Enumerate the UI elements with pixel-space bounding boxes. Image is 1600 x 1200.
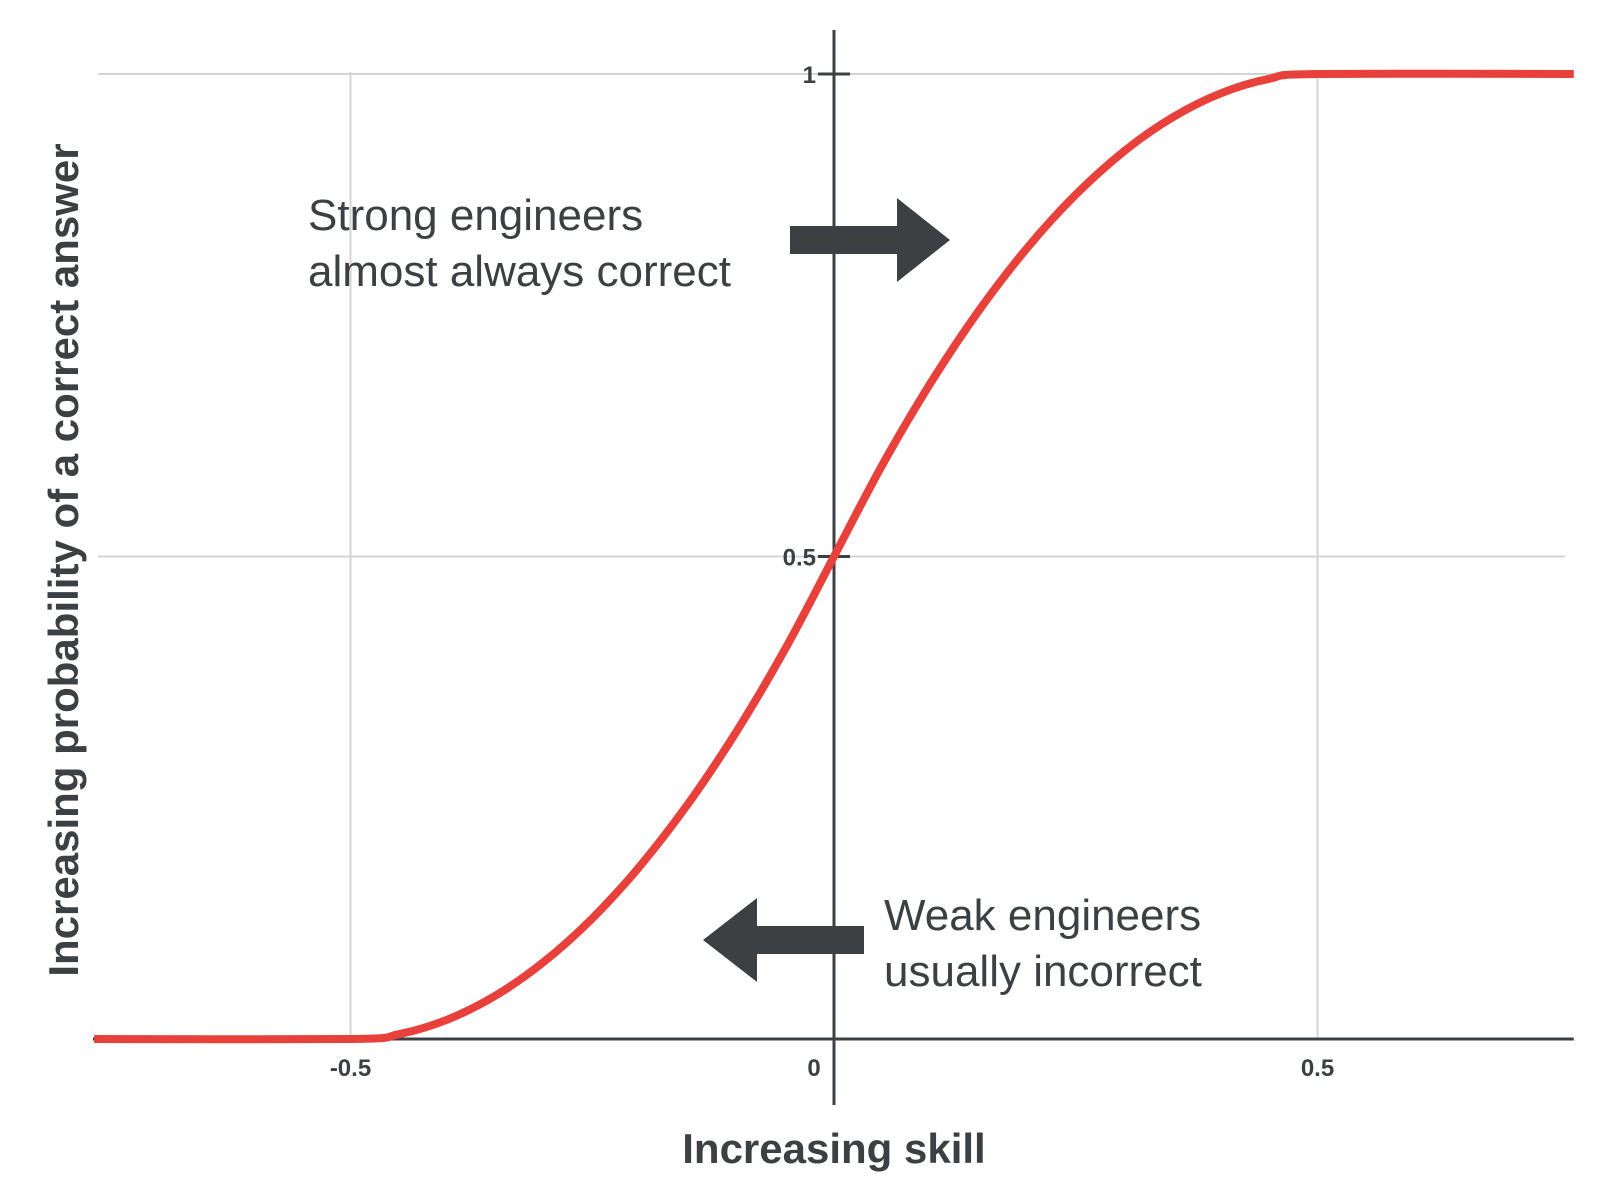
sigmoid-curve-line [94,69,1574,1044]
ticks: -0.5 0 0.5 0.5 1 [330,62,1334,1082]
x-tick-label: 0.5 [1301,1055,1334,1082]
x-tick-label: -0.5 [330,1055,371,1082]
arrow-right-icon [790,198,950,282]
annotation-weak-line-2: usually incorrect [884,947,1202,996]
arrow-left-icon [703,898,864,982]
annotation-strong-line-2: almost always correct [308,247,731,296]
y-axis-title: Increasing probability of a correct answ… [40,143,87,976]
annotation-weak-line-1: Weak engineers [884,891,1201,940]
y-tick-label: 1 [803,62,816,89]
x-tick-label: 0 [807,1055,820,1082]
x-axis-title: Increasing skill [682,1125,985,1172]
series [94,69,1574,1044]
y-tick-label: 0.5 [783,545,816,572]
annotation-strong-line-1: Strong engineers [308,191,643,240]
